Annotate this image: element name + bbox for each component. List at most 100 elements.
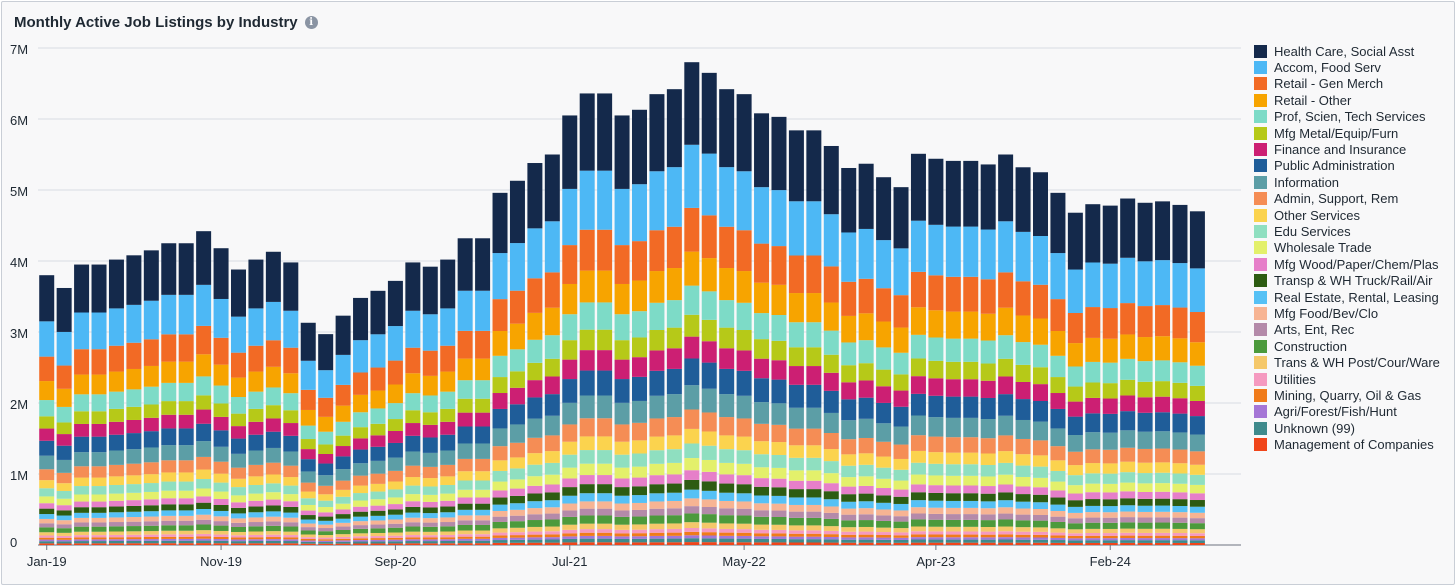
bar-segment xyxy=(806,470,822,481)
legend-item[interactable]: Transp & WH Truck/Rail/Air xyxy=(1254,272,1450,288)
legend-item[interactable]: Mfg Metal/Equip/Furn xyxy=(1254,125,1450,141)
bar-segment xyxy=(1189,518,1205,524)
bar-segment xyxy=(1050,490,1066,498)
bar-segment xyxy=(248,512,264,518)
bar-segment xyxy=(788,407,804,429)
legend-item[interactable]: Wholesale Trade xyxy=(1254,240,1450,256)
legend-item[interactable]: Agri/Forest/Fish/Hunt xyxy=(1254,404,1450,420)
bar-segment xyxy=(562,454,578,468)
bar-segment xyxy=(405,477,421,486)
bar-segment xyxy=(300,425,316,440)
bar-segment xyxy=(719,535,735,539)
legend-item[interactable]: Construction xyxy=(1254,338,1450,354)
bar-segment xyxy=(509,404,525,425)
bar-segment xyxy=(509,424,525,443)
legend-item[interactable]: Real Estate, Rental, Leasing xyxy=(1254,289,1450,305)
bar-segment xyxy=(928,542,944,545)
bar-segment xyxy=(1050,428,1066,447)
bar-segment xyxy=(1189,493,1205,501)
info-icon[interactable]: i xyxy=(304,16,318,29)
legend-item[interactable]: Accom, Food Serv xyxy=(1254,59,1450,75)
bar-segment xyxy=(1189,365,1205,386)
bar-segment xyxy=(544,376,560,395)
bar-segment xyxy=(196,540,212,544)
legend-item[interactable]: Retail - Other xyxy=(1254,92,1450,108)
bar-segment xyxy=(248,450,264,465)
legend-item[interactable]: Unknown (99) xyxy=(1254,420,1450,436)
bar-segment xyxy=(265,366,281,388)
legend-item[interactable]: Mining, Quarry, Oil & Gas xyxy=(1254,387,1450,403)
legend-item[interactable]: Finance and Insurance xyxy=(1254,141,1450,157)
bar-segment xyxy=(213,521,229,526)
bar-segment xyxy=(666,492,682,501)
bar-segment xyxy=(318,444,334,454)
bar-segment xyxy=(1085,361,1101,383)
bar-segment xyxy=(980,501,996,509)
bar-segment xyxy=(143,483,159,492)
y-tick-label: 6M xyxy=(10,113,28,128)
bar-segment xyxy=(265,531,281,535)
bar-segment xyxy=(300,491,316,499)
bar-segment xyxy=(597,395,613,419)
legend-item[interactable]: Trans & WH Post/Cour/Ware xyxy=(1254,354,1450,370)
legend-item[interactable]: Retail - Gen Merch xyxy=(1254,76,1450,92)
legend-item[interactable]: Mfg Wood/Paper/Chem/Plas xyxy=(1254,256,1450,272)
bar-segment xyxy=(1155,532,1171,536)
bar-segment xyxy=(788,525,804,531)
bar-segment xyxy=(666,435,682,450)
bar-segment xyxy=(492,516,508,522)
bar-segment xyxy=(213,403,229,417)
bar-segment xyxy=(1050,528,1066,533)
bar-segment xyxy=(457,358,473,381)
legend-item[interactable]: Arts, Ent, Rec xyxy=(1254,322,1450,338)
legend-item[interactable]: Utilities xyxy=(1254,371,1450,387)
bar-segment xyxy=(858,453,874,465)
legend-item[interactable]: Admin, Support, Rem xyxy=(1254,191,1450,207)
bar-segment xyxy=(353,516,369,522)
legend-item[interactable]: Health Care, Social Asst xyxy=(1254,43,1450,59)
bar-segment xyxy=(980,476,996,487)
legend-item[interactable]: Other Services xyxy=(1254,207,1450,223)
bar-segment xyxy=(178,534,194,537)
bar-segment xyxy=(213,491,229,500)
bar-segment xyxy=(1015,364,1031,382)
bar-segment xyxy=(1120,482,1136,492)
bar-segment xyxy=(405,535,421,538)
bar-segment xyxy=(893,469,909,481)
bar-segment xyxy=(440,531,456,535)
bar-segment xyxy=(405,522,421,527)
bar-segment xyxy=(614,424,630,442)
bar-segment xyxy=(1102,540,1118,543)
bar-segment xyxy=(544,526,560,532)
bar-segment xyxy=(823,512,839,519)
bar-segment xyxy=(980,520,996,528)
bar-segment xyxy=(858,464,874,477)
bar-segment xyxy=(1033,367,1048,385)
bar-segment xyxy=(963,361,979,380)
bar-segment xyxy=(91,312,107,350)
legend-item[interactable]: Management of Companies xyxy=(1254,436,1450,452)
bar-segment xyxy=(74,264,90,313)
bar-segment xyxy=(684,535,700,539)
bar-segment xyxy=(945,507,961,515)
bar-segment xyxy=(161,515,177,521)
bar-segment xyxy=(422,522,438,527)
bar-segment xyxy=(754,282,770,314)
bar-segment xyxy=(527,437,543,454)
legend-item[interactable]: Public Administration xyxy=(1254,158,1450,174)
bar-segment xyxy=(39,503,55,509)
bar-segment xyxy=(1015,231,1031,282)
legend-item[interactable]: Prof, Scien, Tech Services xyxy=(1254,109,1450,125)
bar-segment xyxy=(283,393,299,411)
bar-segment xyxy=(858,508,874,515)
legend-item[interactable]: Information xyxy=(1254,174,1450,190)
bar-segment xyxy=(579,538,595,543)
bar-segment xyxy=(1050,481,1066,491)
bar-segment xyxy=(475,503,491,510)
bar-segment xyxy=(754,467,770,479)
legend-swatch xyxy=(1254,192,1267,206)
legend-item[interactable]: Edu Services xyxy=(1254,223,1450,239)
bar-segment xyxy=(597,515,613,524)
legend-item[interactable]: Mfg Food/Bev/Clo xyxy=(1254,305,1450,321)
bar-segment xyxy=(300,322,316,361)
